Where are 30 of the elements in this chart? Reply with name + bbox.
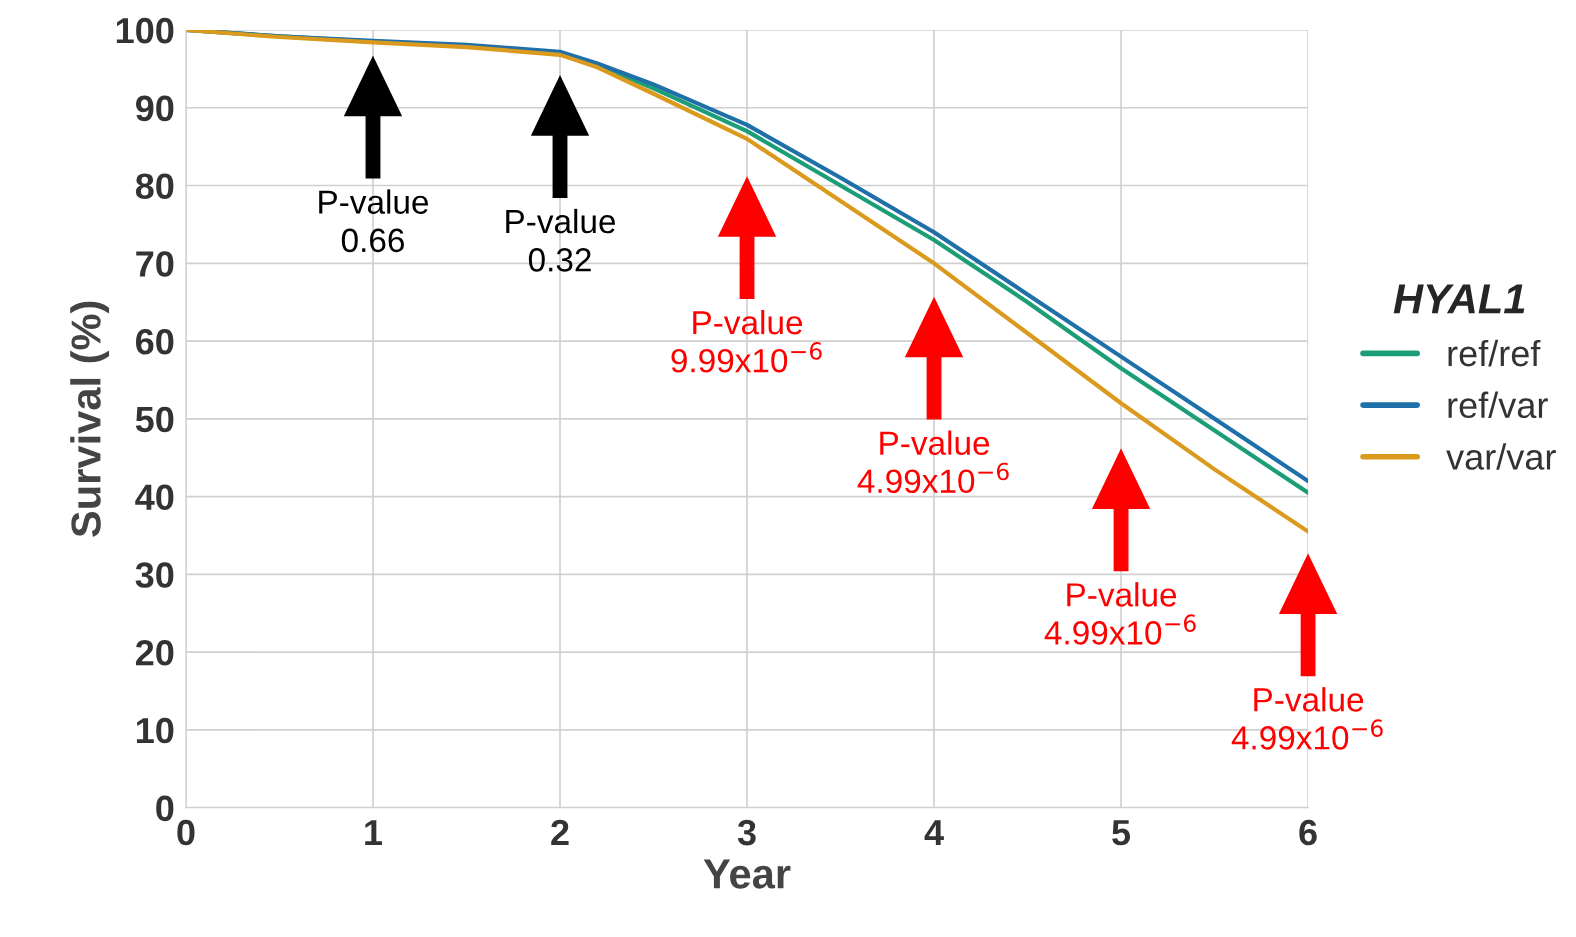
x-tick-label: 5 [1112,820,1131,846]
x-axis-title: Year [703,859,791,889]
y-axis-title: Survival (%) [70,301,110,537]
x-tick-label: 3 [737,819,756,846]
legend-label: ref/var [1448,391,1548,419]
y-tick-label: 100 [116,17,174,44]
x-tick-label: 2 [551,819,569,845]
x-tick-label: 1 [365,820,383,845]
annotation: P-value 4.99x10$^{−6}$ [857,430,1009,494]
annotation: P-value 4.99x10$^{−6}$ [1044,582,1196,645]
x-tick-label: 6 [1299,819,1317,846]
y-tick-label: 50 [135,406,174,433]
x-tick-label: 0 [177,819,195,846]
annotation: P-value 9.99x10$^{−6}$ [671,309,822,373]
legend-title: HYAL1 [1393,284,1525,314]
y-tick-label: 0 [156,795,174,822]
annotation: P-value 0.32 [506,208,616,272]
legend-label: var/var [1446,443,1556,470]
y-tick-label: 40 [135,484,174,511]
y-tick-label: 60 [136,328,174,355]
y-tick-label: 90 [135,95,174,122]
legend-label: ref/ref [1448,339,1541,367]
x-tick-label: 4 [924,820,944,845]
y-tick-label: 20 [135,640,174,666]
annotation: P-value 4.99x10$^{−6}$ [1231,687,1383,750]
y-tick-label: 70 [136,251,174,277]
annotation: P-value 0.66 [319,189,429,253]
y-tick-label: 10 [136,717,174,744]
y-tick-label: 80 [135,173,174,199]
y-tick-label: 30 [135,562,174,588]
